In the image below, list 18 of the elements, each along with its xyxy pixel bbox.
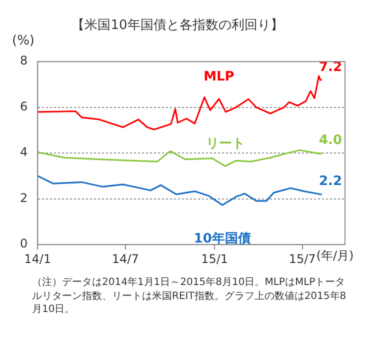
- annotation: 4.0: [318, 132, 342, 148]
- y-tick-label: 2: [20, 190, 28, 205]
- text: 10年国債: [194, 231, 251, 246]
- text: （注）データは2014年1月1日～2015年8月10日。MLPはMLPトータルリターン指数、リートは米国REIT指数。グラフ上の数値は2015年8月10日。: [32, 276, 348, 316]
- series-label: MLP: [204, 69, 234, 84]
- y-tick-label: 4: [20, 145, 28, 160]
- chart-title: 【米国10年国債と各指数の利回り】: [72, 18, 284, 34]
- annotation: 2.2: [318, 174, 342, 190]
- y-axis-title: (%): [12, 33, 34, 48]
- x-tick-label: 14/1: [24, 252, 52, 266]
- y-tick-label: 8: [20, 54, 28, 68]
- y-tick-label: 0: [20, 236, 28, 251]
- x-tick-label: 15/1: [201, 252, 228, 266]
- y-tick-label: 6: [20, 99, 28, 114]
- x-axis-title: (年/月): [316, 248, 354, 263]
- x-tick-label: 14/7: [112, 252, 139, 266]
- x-tick-label: 15/7: [288, 252, 316, 266]
- series-label: リート: [206, 136, 245, 152]
